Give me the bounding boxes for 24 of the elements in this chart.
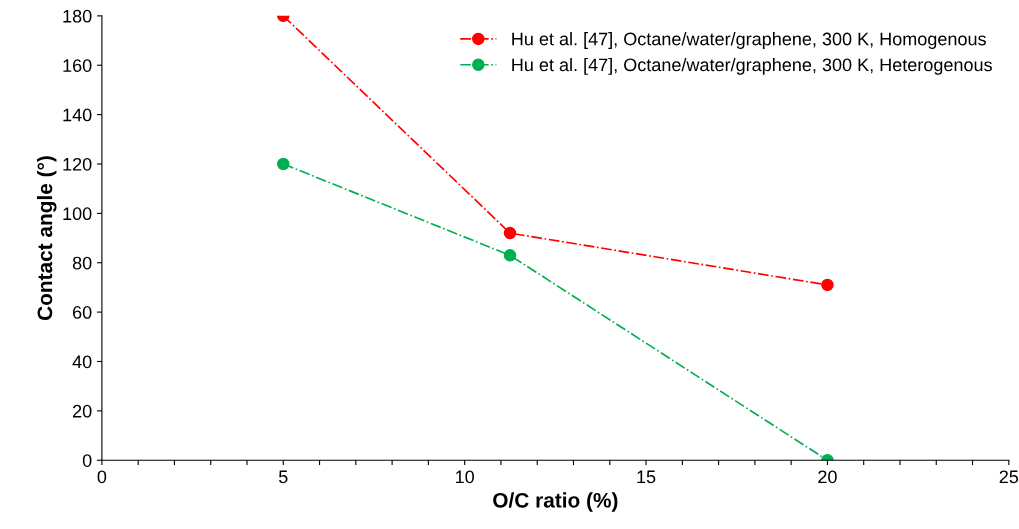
x-tick-label: 5 <box>278 470 288 484</box>
legend-label: Hu et al. [47], Octane/water/graphene, 300 K, Homogenous <box>512 32 986 49</box>
legend-label: Hu et al. [47], Octane/water/graphene, 300 K, Heterogenous <box>512 57 992 75</box>
x-tick-label: 0 <box>97 470 107 484</box>
point <box>821 278 834 292</box>
x-tick-label: 20 <box>818 470 837 484</box>
y-tick-label: 180 <box>63 9 92 23</box>
point <box>503 249 517 262</box>
y-tick-label: 60 <box>73 306 92 319</box>
y-tick-label: 100 <box>63 207 92 221</box>
y-tick-label: 40 <box>72 355 92 369</box>
y-tick-label: 0 <box>82 454 92 467</box>
point <box>277 157 290 171</box>
y-tick-label: 160 <box>63 59 92 72</box>
y-tick-label: 20 <box>73 404 92 418</box>
y-axis-title: Contact angle (°) <box>36 156 57 321</box>
y-tick-label: 80 <box>72 256 92 270</box>
point <box>503 226 517 240</box>
x-axis-title: O/C ratio (%) <box>493 492 618 512</box>
y-tick-label: 140 <box>63 108 92 122</box>
x-tick-label: 15 <box>637 470 656 484</box>
x-tick-label: 25 <box>999 470 1019 484</box>
y-tick-label: 120 <box>63 157 92 171</box>
x-tick-label: 10 <box>456 470 474 484</box>
